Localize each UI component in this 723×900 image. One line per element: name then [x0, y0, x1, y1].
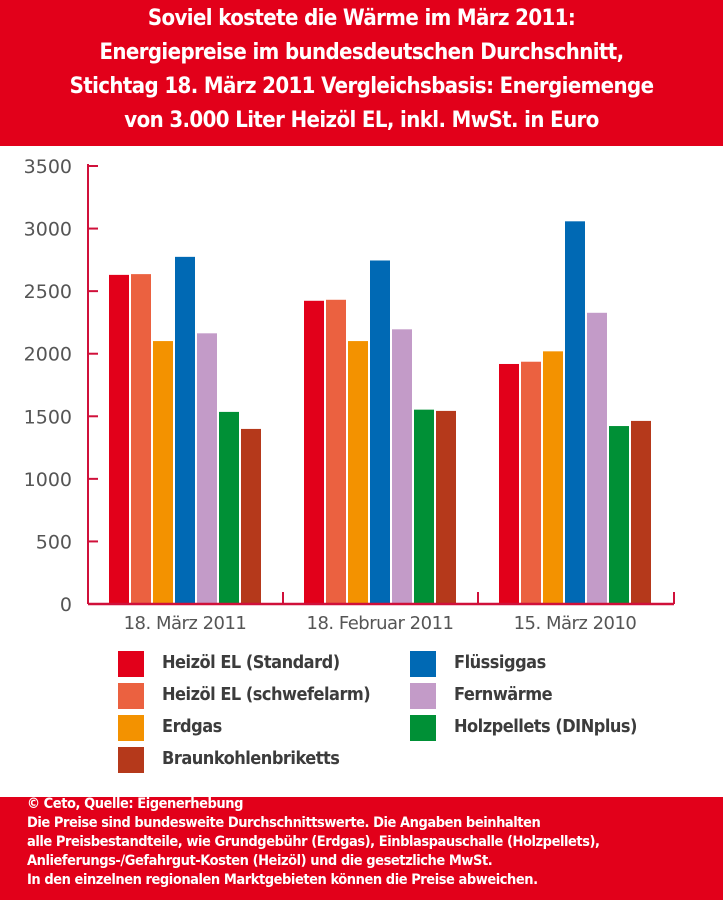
- legend-label: Fernwärme: [454, 684, 553, 705]
- footer-line: © Ceto, Quelle: Eigenerhebung: [27, 796, 243, 812]
- y-tick-label: 0: [60, 594, 72, 616]
- legend-swatch: [410, 715, 436, 741]
- y-tick-label: 3000: [24, 219, 72, 241]
- y-tick-label: 3500: [24, 156, 72, 178]
- bar-chart: 0 500 1000 1500 2000 2500 3000 3500 18. März 201…: [24, 156, 675, 634]
- legend-swatch: [118, 651, 144, 677]
- title-line: von 3.000 Liter Heizöl EL, inkl. MwSt. i…: [124, 108, 599, 133]
- bar: [153, 341, 173, 604]
- bar: [304, 300, 324, 604]
- title-line: Energiepreise im bundesdeutschen Durchsc…: [99, 40, 624, 65]
- x-category-label: 15. März 2010: [514, 613, 637, 634]
- bar: [609, 426, 629, 604]
- bar: [175, 256, 195, 604]
- bar: [414, 409, 434, 604]
- footer-notes: © Ceto, Quelle: Eigenerhebung Die Preise…: [0, 796, 723, 900]
- legend-label: Heizöl EL (schwefelarm): [162, 684, 371, 705]
- footer-line: Anlieferungs-/Gefahrgut-Kosten (Heizöl) …: [27, 853, 493, 869]
- bar: [241, 428, 261, 604]
- legend-swatch: [118, 683, 144, 709]
- bar: [565, 221, 585, 604]
- x-category-label: 18. Februar 2011: [307, 613, 454, 634]
- x-category-label: 18. März 2011: [124, 613, 247, 634]
- y-tick-label: 500: [36, 531, 72, 553]
- bar: [370, 260, 390, 604]
- bar: [131, 274, 151, 604]
- legend-swatch: [118, 747, 144, 773]
- legend-label: Heizöl EL (Standard): [162, 652, 340, 673]
- footer-line: In den einzelnen regionalen Marktgebiete…: [27, 872, 538, 888]
- bar: [348, 341, 368, 604]
- legend-label: Erdgas: [162, 716, 222, 737]
- legend-label: Flüssiggas: [454, 652, 546, 673]
- chart-title-banner: Soviel kostete die Wärme im März 2011: E…: [0, 0, 723, 146]
- bar: [219, 411, 239, 604]
- bar: [543, 351, 563, 604]
- footer-line: Die Preise sind bundesweite Durchschnitt…: [27, 815, 541, 831]
- bar: [499, 363, 519, 604]
- legend-label: Holzpellets (DINplus): [454, 716, 637, 737]
- bar: [326, 299, 346, 604]
- bar: [521, 361, 541, 604]
- legend-swatch: [118, 715, 144, 741]
- y-tick-label: 2500: [24, 281, 72, 303]
- y-tick-label: 1000: [24, 469, 72, 491]
- title-line: Soviel kostete die Wärme im März 2011:: [147, 6, 576, 31]
- y-tick-label: 2000: [24, 344, 72, 366]
- bar: [197, 333, 217, 604]
- title-line: Stichtag 18. März 2011 Vergleichsbasis: …: [69, 74, 654, 99]
- legend-swatch: [410, 651, 436, 677]
- legend-label: Braunkohlenbriketts: [162, 748, 340, 769]
- bar: [436, 410, 456, 604]
- bar: [109, 274, 129, 604]
- bar: [587, 312, 607, 604]
- bar: [392, 329, 412, 604]
- bar: [631, 420, 651, 604]
- footer-line: alle Preisbestandteile, wie Grundgebühr …: [27, 834, 600, 850]
- y-tick-label: 1500: [24, 406, 72, 428]
- legend-swatch: [410, 683, 436, 709]
